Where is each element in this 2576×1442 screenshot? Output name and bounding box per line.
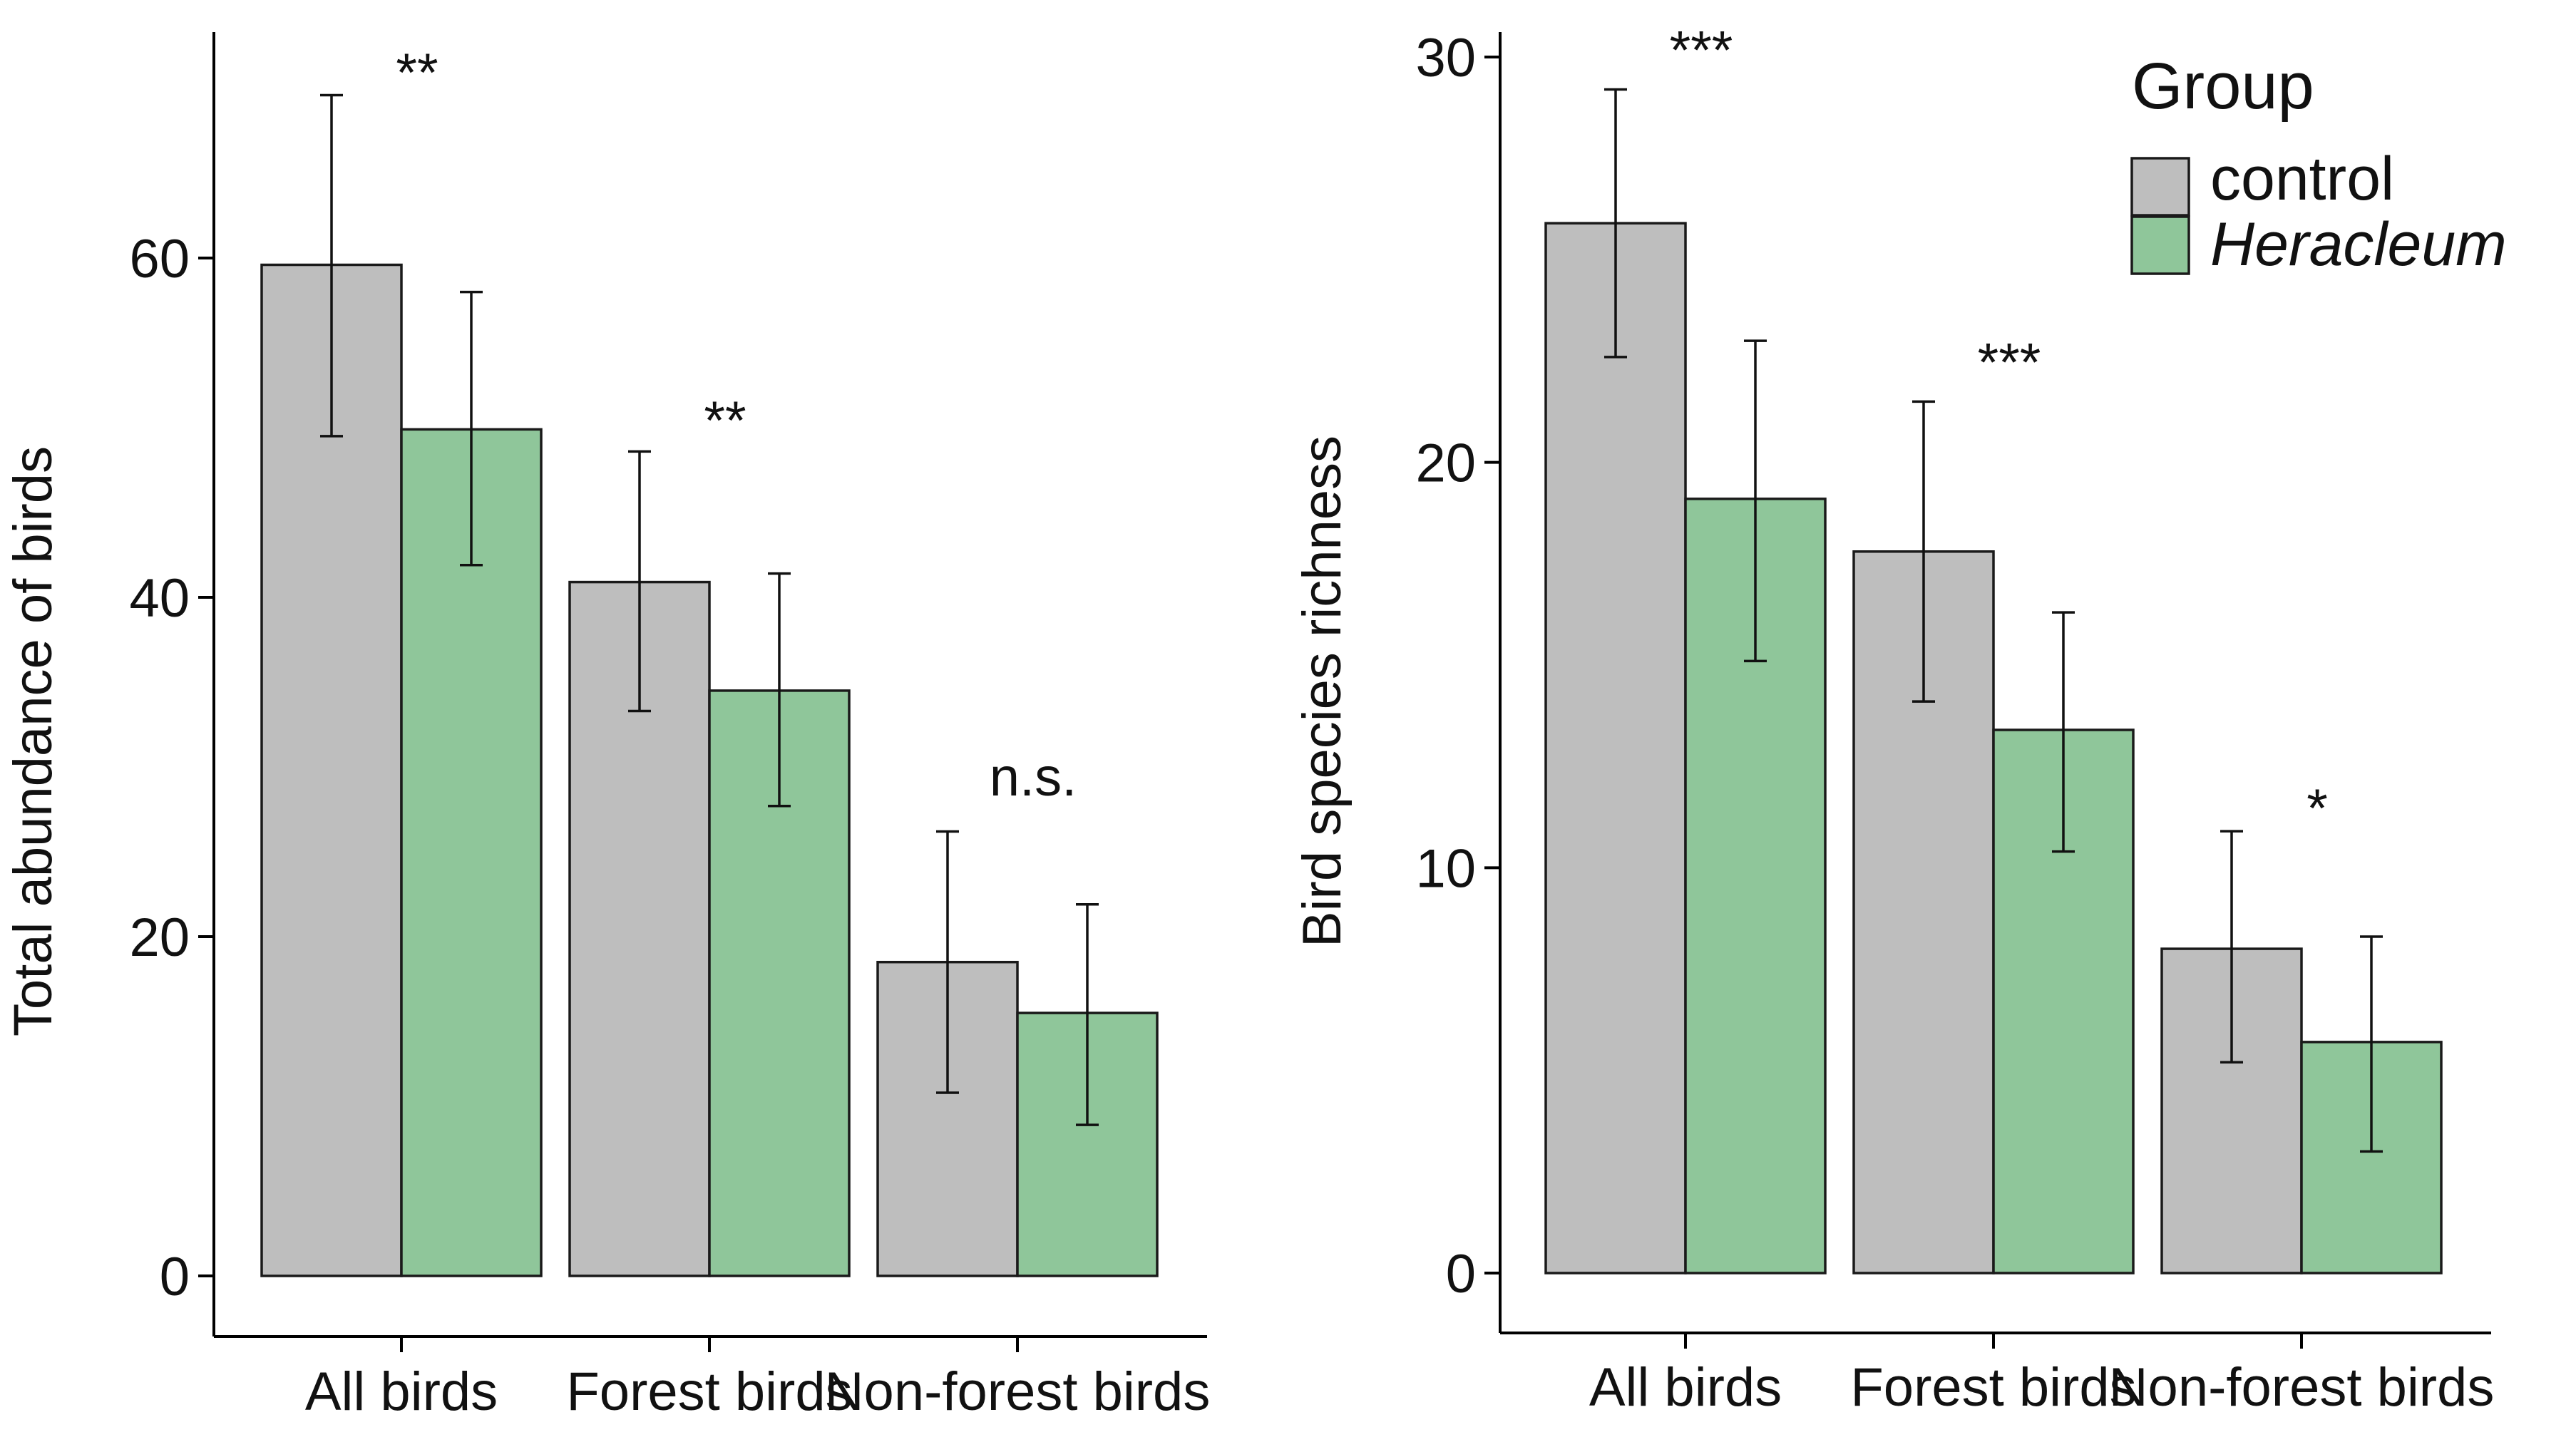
x-tick-label: Forest birds xyxy=(566,1361,852,1422)
legend-swatch-heracleum xyxy=(2130,215,2190,275)
significance-label: ** xyxy=(396,43,438,103)
y-tick-label: 0 xyxy=(160,1247,190,1307)
legend: Group control Heracleum xyxy=(2130,50,2507,279)
error-bar-control-2 xyxy=(1912,400,1935,703)
error-bar-heracleum-2 xyxy=(2052,611,2075,853)
chart-panel-1: 0 20 40 60 Total abundance of birds All birds… xyxy=(3,32,1210,1422)
significance-label: *** xyxy=(1670,21,1733,81)
error-bar-heracleum-1 xyxy=(460,290,483,567)
x-tick-label: Non-forest birds xyxy=(825,1361,1211,1422)
significance-label: n.s. xyxy=(990,747,1077,808)
significance-label: * xyxy=(2306,778,2328,839)
error-bar-control-3 xyxy=(936,830,959,1094)
error-bar-control-2 xyxy=(628,450,651,713)
legend-label-heracleum: Heracleum xyxy=(2210,210,2507,279)
error-bar-heracleum-3 xyxy=(2360,935,2383,1153)
error-bar-heracleum-1 xyxy=(1744,339,1767,663)
y-axis-title: Total abundance of birds xyxy=(3,446,63,1036)
legend-swatch-control xyxy=(2130,157,2190,217)
error-bar-control-1 xyxy=(320,93,343,438)
bar-control-1 xyxy=(1544,222,1687,1274)
legend-title: Group xyxy=(2132,50,2314,123)
significance-label: *** xyxy=(1978,333,2041,393)
y-axis-title: Bird species richness xyxy=(1292,436,1353,947)
y-tick-label: 10 xyxy=(1415,838,1476,899)
y-tick-label: 20 xyxy=(1415,433,1476,494)
error-bar-control-1 xyxy=(1604,88,1627,359)
x-tick-label: Forest birds xyxy=(1850,1357,2136,1418)
y-tick-label: 20 xyxy=(129,907,190,968)
x-tick-label: All birds xyxy=(305,1361,498,1422)
error-bar-heracleum-2 xyxy=(768,572,791,808)
y-tick-label: 0 xyxy=(1446,1244,1476,1304)
error-bar-control-3 xyxy=(2220,830,2243,1064)
y-tick-label: 60 xyxy=(129,229,190,289)
legend-label-control: control xyxy=(2210,145,2394,213)
significance-label: ** xyxy=(704,391,746,451)
y-tick-label: 30 xyxy=(1415,28,1476,88)
x-tick-label: All birds xyxy=(1589,1357,1782,1418)
x-tick-label: Non-forest birds xyxy=(2109,1357,2495,1418)
error-bar-heracleum-3 xyxy=(1076,903,1099,1126)
bar-heracleum-1 xyxy=(400,428,543,1277)
y-tick-label: 40 xyxy=(129,568,190,629)
